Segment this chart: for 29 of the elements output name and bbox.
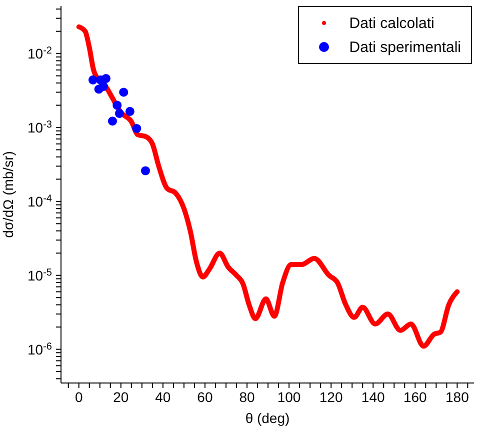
y-tick-label: 10$^{-2}$ [28, 45, 52, 62]
x-tick-label: 60 [197, 389, 213, 405]
y-tick-label: 10$^{-5}$ [28, 266, 52, 284]
y-tick-label: 10$^{-4}$ [28, 192, 52, 210]
x-axis-title: θ (deg) [245, 410, 290, 426]
point [101, 74, 110, 84]
x-tick-label: 40 [155, 389, 171, 405]
point [119, 88, 128, 97]
x-tick-label: 80 [239, 389, 256, 405]
x-tick-label: 120 [319, 389, 343, 405]
point [112, 100, 122, 110]
x-tick-label: 0 [74, 389, 83, 405]
point [132, 124, 142, 133]
x-tick-label: 180 [446, 389, 470, 405]
x-tick-label: 160 [403, 389, 428, 405]
point [98, 82, 108, 91]
point [125, 106, 134, 116]
legend-label: Dati sperimentali [349, 38, 461, 56]
point [108, 116, 118, 126]
y-tick-label: 10$^{-3}$ [28, 119, 52, 136]
point [114, 108, 124, 118]
y-tick-label: 10$^{-6}$ [28, 340, 52, 358]
point [88, 75, 98, 84]
legend-label: Dati calcolati [349, 14, 434, 32]
x-tick-label: 140 [361, 389, 386, 405]
x-tick-label: 100 [277, 389, 301, 405]
y-axis-title: dσ/dΩ (mb/sr) [0, 151, 16, 238]
x-tick-label: 20 [113, 389, 129, 405]
point [140, 166, 150, 176]
